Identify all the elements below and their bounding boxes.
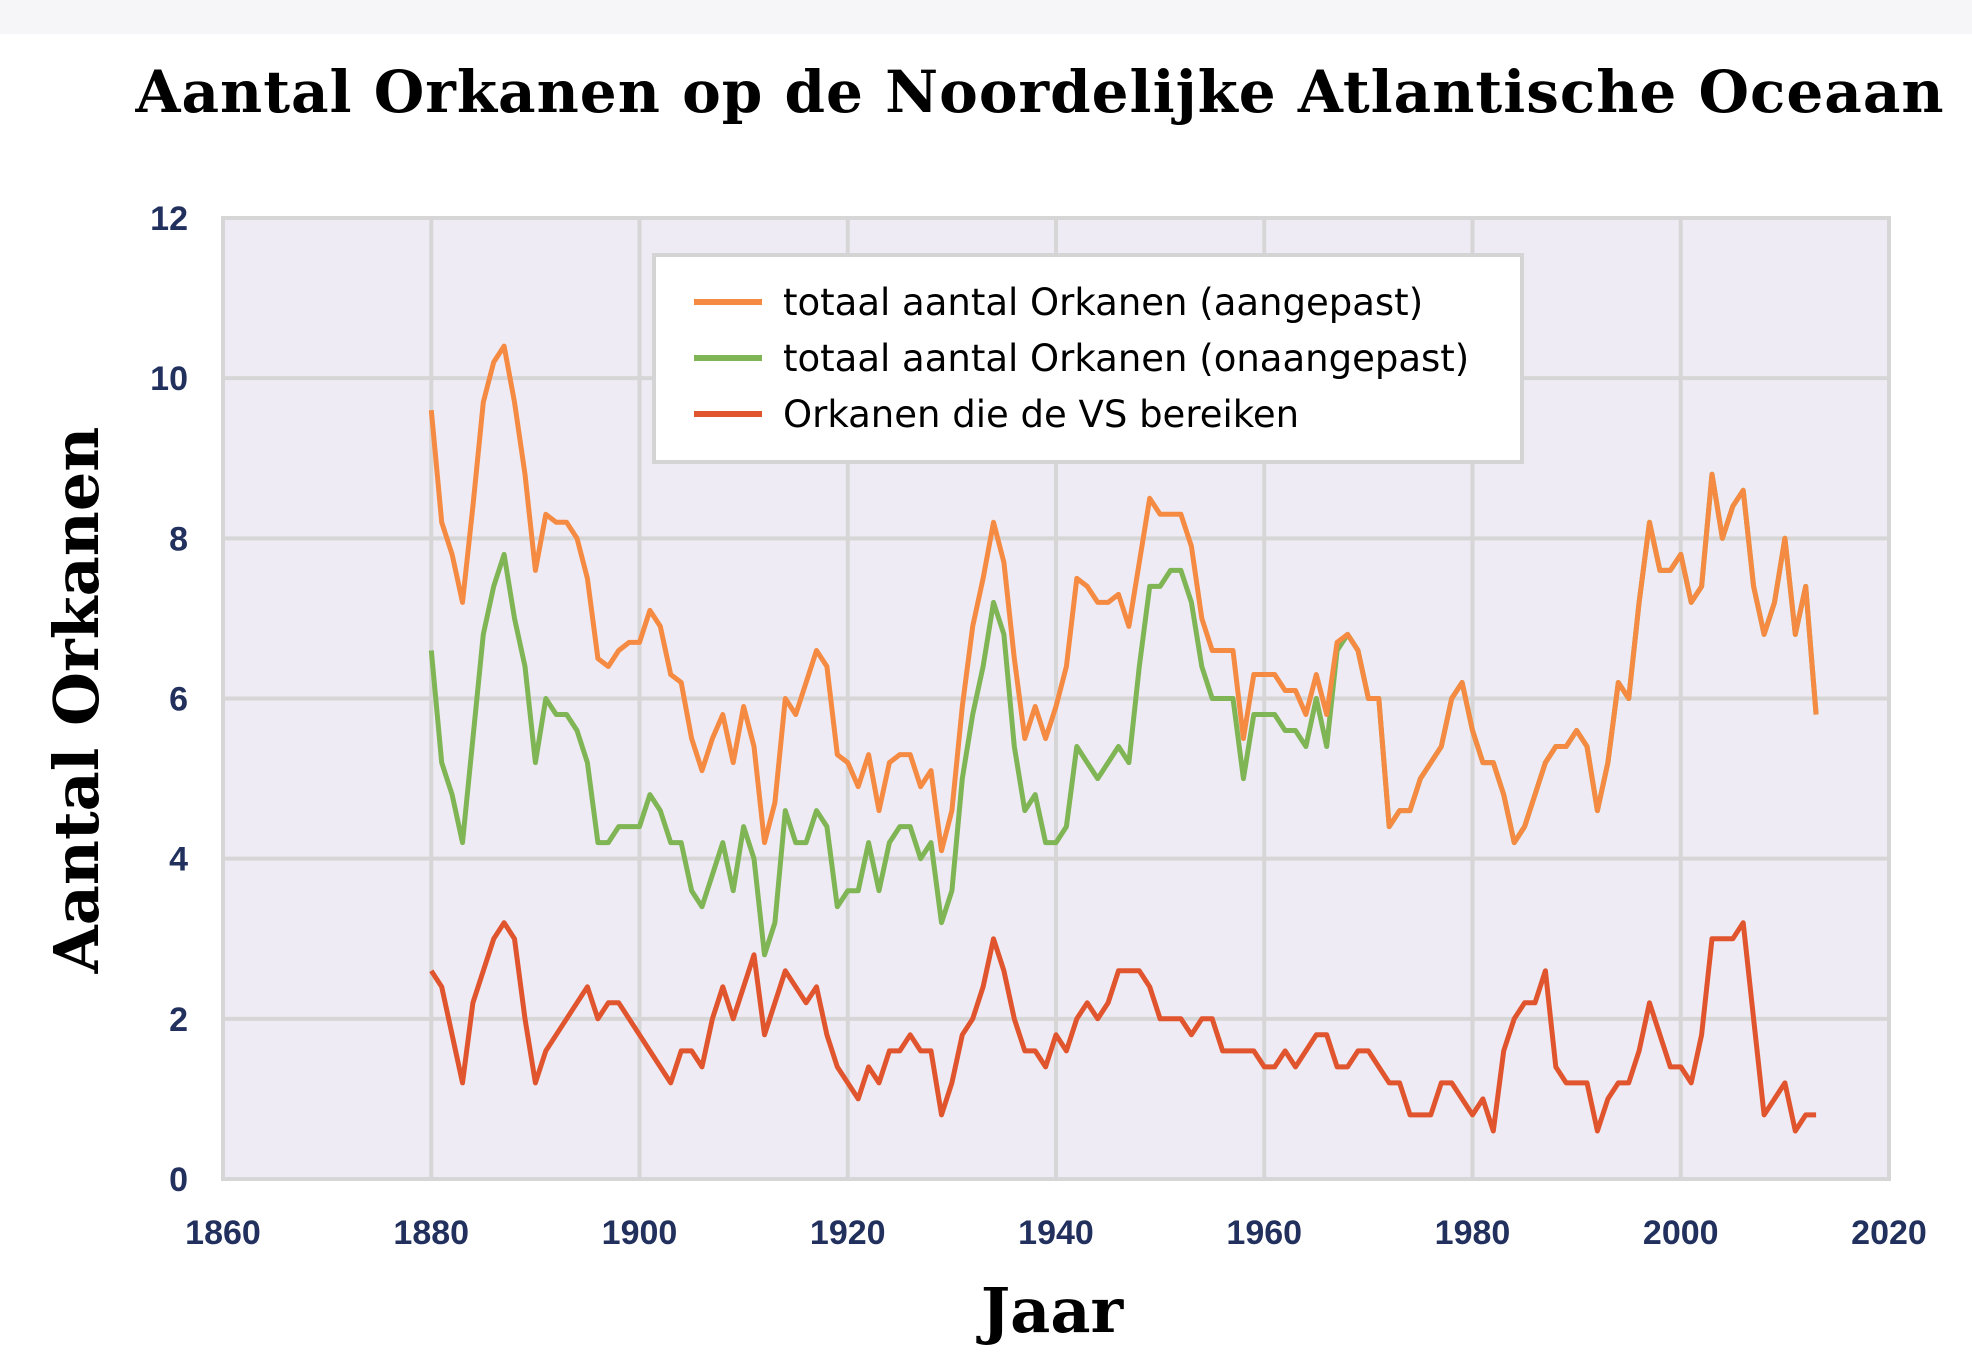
x-tick-labels: 1860 1880 1900 1920 1940 1960 1980 2000 2020: [185, 1214, 1927, 1252]
chart-title: Aantal Orkanen op de Noordelijke Atlanti…: [134, 58, 1944, 126]
series-line-2: [429, 920, 1817, 1134]
y-tick-label: 4: [169, 841, 188, 879]
legend: totaal aantal Orkanen (aangepast) totaal …: [652, 253, 1524, 464]
y-tick-label: 12: [150, 200, 188, 238]
x-tick-label: 1860: [185, 1214, 261, 1252]
legend-box: [652, 253, 1524, 464]
x-tick-label: 1880: [393, 1214, 469, 1252]
legend-label: Orkanen die de VS bereiken: [783, 393, 1299, 436]
x-tick-label: 1900: [602, 1214, 678, 1252]
y-tick-label: 8: [169, 520, 188, 558]
top-strip: [0, 0, 1972, 34]
x-tick-label: 1960: [1226, 1214, 1302, 1252]
series-line-0: [428, 343, 1819, 854]
x-tick-label: 1920: [810, 1214, 886, 1252]
x-axis-label: Jaar: [976, 1274, 1125, 1347]
y-tick-label: 0: [169, 1161, 188, 1199]
y-tick-label: 10: [150, 360, 188, 398]
x-tick-label: 2020: [1851, 1214, 1927, 1252]
y-tick-labels: 0 2 4 6 8 10 12: [150, 200, 188, 1199]
series-lines: [428, 343, 1819, 1134]
x-tick-label: 1940: [1018, 1214, 1094, 1252]
legend-label: totaal aantal Orkanen (aangepast): [783, 281, 1423, 324]
y-tick-label: 6: [169, 681, 188, 719]
legend-label: totaal aantal Orkanen (onaangepast): [783, 337, 1469, 380]
y-tick-label: 2: [169, 1001, 188, 1039]
x-tick-label: 2000: [1643, 1214, 1719, 1252]
y-axis-label: Aantal Orkanen: [40, 427, 113, 975]
x-tick-label: 1980: [1435, 1214, 1511, 1252]
